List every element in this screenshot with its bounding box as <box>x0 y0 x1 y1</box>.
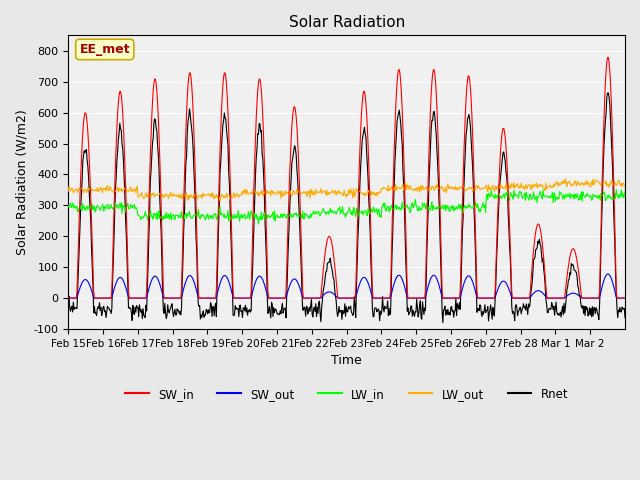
X-axis label: Time: Time <box>332 354 362 367</box>
Text: EE_met: EE_met <box>79 43 130 56</box>
Title: Solar Radiation: Solar Radiation <box>289 15 404 30</box>
Legend: SW_in, SW_out, LW_in, LW_out, Rnet: SW_in, SW_out, LW_in, LW_out, Rnet <box>120 383 573 405</box>
Y-axis label: Solar Radiation (W/m2): Solar Radiation (W/m2) <box>15 109 28 255</box>
